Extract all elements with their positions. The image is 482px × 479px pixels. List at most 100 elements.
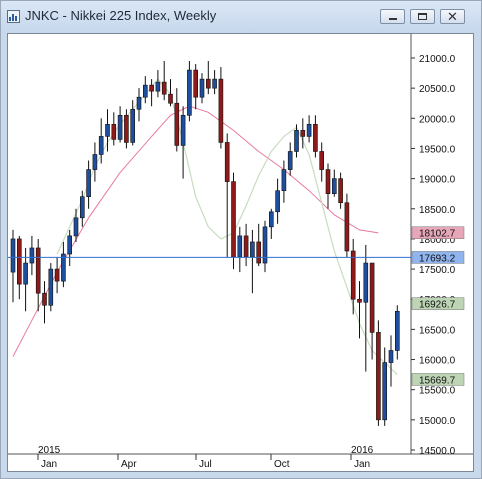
candle-body (54, 268, 60, 282)
chart-app-icon (7, 10, 20, 23)
y-tick-label: 14500.0 (419, 446, 456, 457)
y-tick-label: 20000.0 (419, 114, 456, 125)
candle-body (17, 238, 22, 285)
candle-body (199, 78, 205, 98)
candle-body (48, 268, 54, 306)
close-button[interactable]: ✕ (440, 9, 465, 24)
y-tick-label: 18500.0 (419, 205, 456, 216)
price-label-box (411, 226, 465, 239)
candle-body (275, 190, 280, 213)
candle-body (382, 362, 388, 421)
price-chart[interactable]: 21000.0 20500.0 20000.0 19500.0 19000.0 18500… (8, 34, 473, 471)
candle-body (42, 292, 47, 306)
candle-body (92, 154, 98, 170)
candle-body (350, 250, 356, 300)
candle-body (224, 142, 230, 182)
maximize-button[interactable] (410, 9, 435, 24)
price-label-text: 16926.7 (419, 300, 456, 311)
candle-body (187, 69, 192, 116)
candle-body (357, 298, 362, 303)
candle-body (193, 69, 198, 98)
y-tick-label: 15000.0 (419, 416, 456, 427)
candle-body (105, 124, 110, 137)
candle-body (325, 169, 331, 194)
title-bar[interactable]: JNKC - Nikkei 225 Index, Weekly ✕ (1, 1, 481, 33)
candle-body (206, 78, 211, 89)
candle-body (344, 202, 350, 252)
maximize-icon (418, 13, 427, 20)
candle-body (256, 241, 261, 264)
candle-body (313, 124, 318, 152)
candle-body (331, 178, 337, 194)
candle-body (394, 310, 400, 351)
candle-body (388, 350, 394, 363)
candle-body (218, 78, 224, 143)
minimize-button[interactable] (380, 9, 405, 24)
candle-body (136, 96, 142, 110)
candle-body (294, 130, 299, 152)
candle-body (268, 211, 274, 228)
y-tick-label: 19000.0 (419, 175, 456, 186)
x-month-label: Oct (274, 459, 290, 470)
candle-body (29, 247, 35, 264)
price-label-box (411, 251, 465, 264)
candle-body (161, 81, 167, 95)
candle-body (124, 114, 129, 143)
price-label-box (411, 373, 465, 386)
candle-body (306, 124, 312, 137)
candle-body (237, 235, 243, 258)
candle-body (231, 181, 236, 258)
y-tick-label: 16500.0 (419, 325, 456, 336)
candle-body (262, 226, 268, 264)
candle-body (61, 253, 66, 282)
candle-body (67, 235, 73, 255)
candle-body (143, 84, 148, 98)
y-tick-label: 21000.0 (419, 54, 456, 65)
x-year-label: 2016 (351, 445, 374, 456)
price-label-box (411, 297, 465, 310)
x-year-label: 2015 (38, 445, 61, 456)
candle-body (250, 241, 255, 258)
candle-body (369, 262, 375, 333)
candle-body (23, 262, 28, 285)
minimize-icon (389, 18, 397, 20)
candle-body (376, 332, 381, 421)
candle-body (287, 151, 293, 170)
y-tick-label: 17500.0 (419, 265, 456, 276)
candle-body (98, 136, 104, 155)
candle-body (86, 169, 91, 198)
candle-body (10, 238, 16, 273)
close-icon: ✕ (447, 9, 458, 24)
candle-body (155, 81, 161, 92)
x-month-label: Jan (41, 459, 57, 470)
y-tick-label: 20500.0 (419, 84, 456, 95)
candle-body (174, 102, 180, 146)
window-title: JNKC - Nikkei 225 Index, Weekly (25, 8, 217, 23)
candle-body (117, 114, 123, 140)
candle-body (111, 124, 117, 140)
candle-body (212, 78, 217, 89)
candle-body (338, 178, 343, 204)
price-label-text: 18102.7 (419, 229, 456, 240)
candle-body (281, 169, 287, 191)
candle-body (243, 235, 249, 258)
x-month-label: Apr (121, 459, 137, 470)
candle-body (73, 217, 79, 237)
candle-body (130, 108, 135, 143)
price-label-text: 17693.2 (419, 253, 456, 264)
x-month-label: Jul (199, 459, 212, 470)
y-tick-label: 15500.0 (419, 386, 456, 397)
candle-body (168, 93, 173, 104)
candle-body (319, 151, 325, 170)
price-label-text: 15669.7 (419, 375, 456, 386)
y-tick-label: 18000.0 (419, 235, 456, 246)
candle-body (80, 196, 85, 219)
candle-body (149, 84, 154, 92)
candle-body (180, 114, 186, 146)
candle-body (300, 130, 306, 137)
chart-area[interactable]: 21000.0 20500.0 20000.0 19500.0 19000.0 18500… (7, 33, 474, 472)
y-tick-label: 19500.0 (419, 144, 456, 155)
candle-body (363, 262, 369, 303)
candle-body (35, 247, 41, 294)
